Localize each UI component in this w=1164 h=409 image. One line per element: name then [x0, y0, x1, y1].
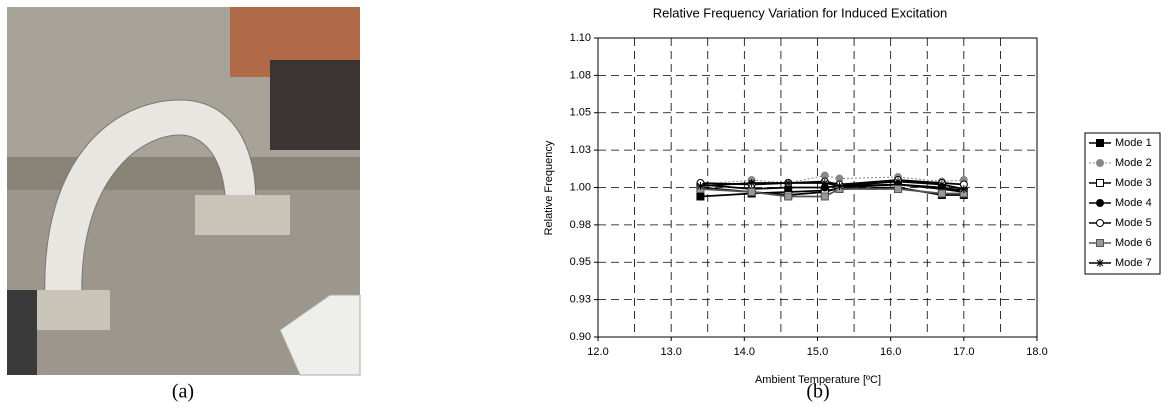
- marker: [835, 182, 844, 191]
- legend-marker: [1096, 259, 1104, 267]
- marker: [937, 189, 946, 198]
- chart-title: Relative Frequency Variation for Induced…: [653, 5, 948, 20]
- y-tick-label: 1.08: [570, 69, 591, 81]
- legend-marker: [1096, 179, 1104, 187]
- y-tick-label: 1.05: [570, 107, 591, 119]
- series-line: [700, 183, 964, 192]
- photo: [7, 7, 361, 376]
- photo-table: [270, 60, 360, 150]
- marker: [747, 187, 756, 196]
- y-tick-label: 0.90: [570, 331, 591, 343]
- legend-marker: [1096, 239, 1104, 247]
- marker: [937, 180, 946, 189]
- marker: [784, 192, 793, 201]
- legend-label: Mode 1: [1115, 137, 1152, 149]
- marker: [893, 184, 902, 193]
- caption: (b): [806, 381, 829, 403]
- marker: [820, 179, 829, 188]
- x-tick-label: 12.0: [587, 346, 608, 358]
- x-tick-label: 17.0: [953, 346, 974, 358]
- y-tick-label: 0.93: [570, 294, 591, 306]
- marker: [893, 177, 902, 186]
- caption: (a): [172, 381, 194, 403]
- legend-label: Mode 5: [1115, 217, 1152, 229]
- y-tick-label: 1.00: [570, 181, 591, 193]
- legend-label: Mode 3: [1115, 177, 1152, 189]
- y-tick-label: 0.95: [570, 256, 591, 268]
- legend-label: Mode 4: [1115, 197, 1152, 209]
- series-line: [700, 180, 965, 190]
- y-axis-label: Relative Frequency: [543, 140, 555, 235]
- marker: [747, 179, 756, 188]
- x-axis-label: Ambient Temperature [ºC]: [755, 374, 881, 386]
- y-tick-label: 0.98: [570, 219, 591, 231]
- photo-heater: [279, 294, 361, 376]
- photo-support: [195, 195, 290, 235]
- legend-label: Mode 7: [1115, 257, 1152, 269]
- marker: [696, 192, 705, 201]
- x-tick-label: 13.0: [660, 346, 681, 358]
- legend-marker: [1096, 139, 1104, 147]
- marker: [820, 192, 829, 201]
- x-tick-label: 15.0: [807, 346, 828, 358]
- x-tick-label: 14.0: [734, 346, 755, 358]
- x-tick-label: 16.0: [880, 346, 901, 358]
- legend-marker: [1096, 159, 1104, 167]
- series-line: [700, 175, 964, 186]
- y-tick-label: 1.10: [570, 32, 591, 44]
- legend-label: Mode 2: [1115, 157, 1152, 169]
- marker: [784, 179, 793, 188]
- plot-frame: [597, 37, 1038, 338]
- legend-label: Mode 6: [1115, 237, 1152, 249]
- marker: [959, 184, 968, 193]
- marker: [696, 182, 705, 191]
- series-line: [700, 179, 964, 186]
- legend-marker: [1096, 199, 1104, 207]
- x-tick-label: 18.0: [1026, 346, 1047, 358]
- y-tick-label: 1.03: [570, 144, 591, 156]
- series-line: [700, 188, 964, 198]
- photo-equipment: [7, 290, 37, 375]
- legend-marker: [1096, 219, 1104, 227]
